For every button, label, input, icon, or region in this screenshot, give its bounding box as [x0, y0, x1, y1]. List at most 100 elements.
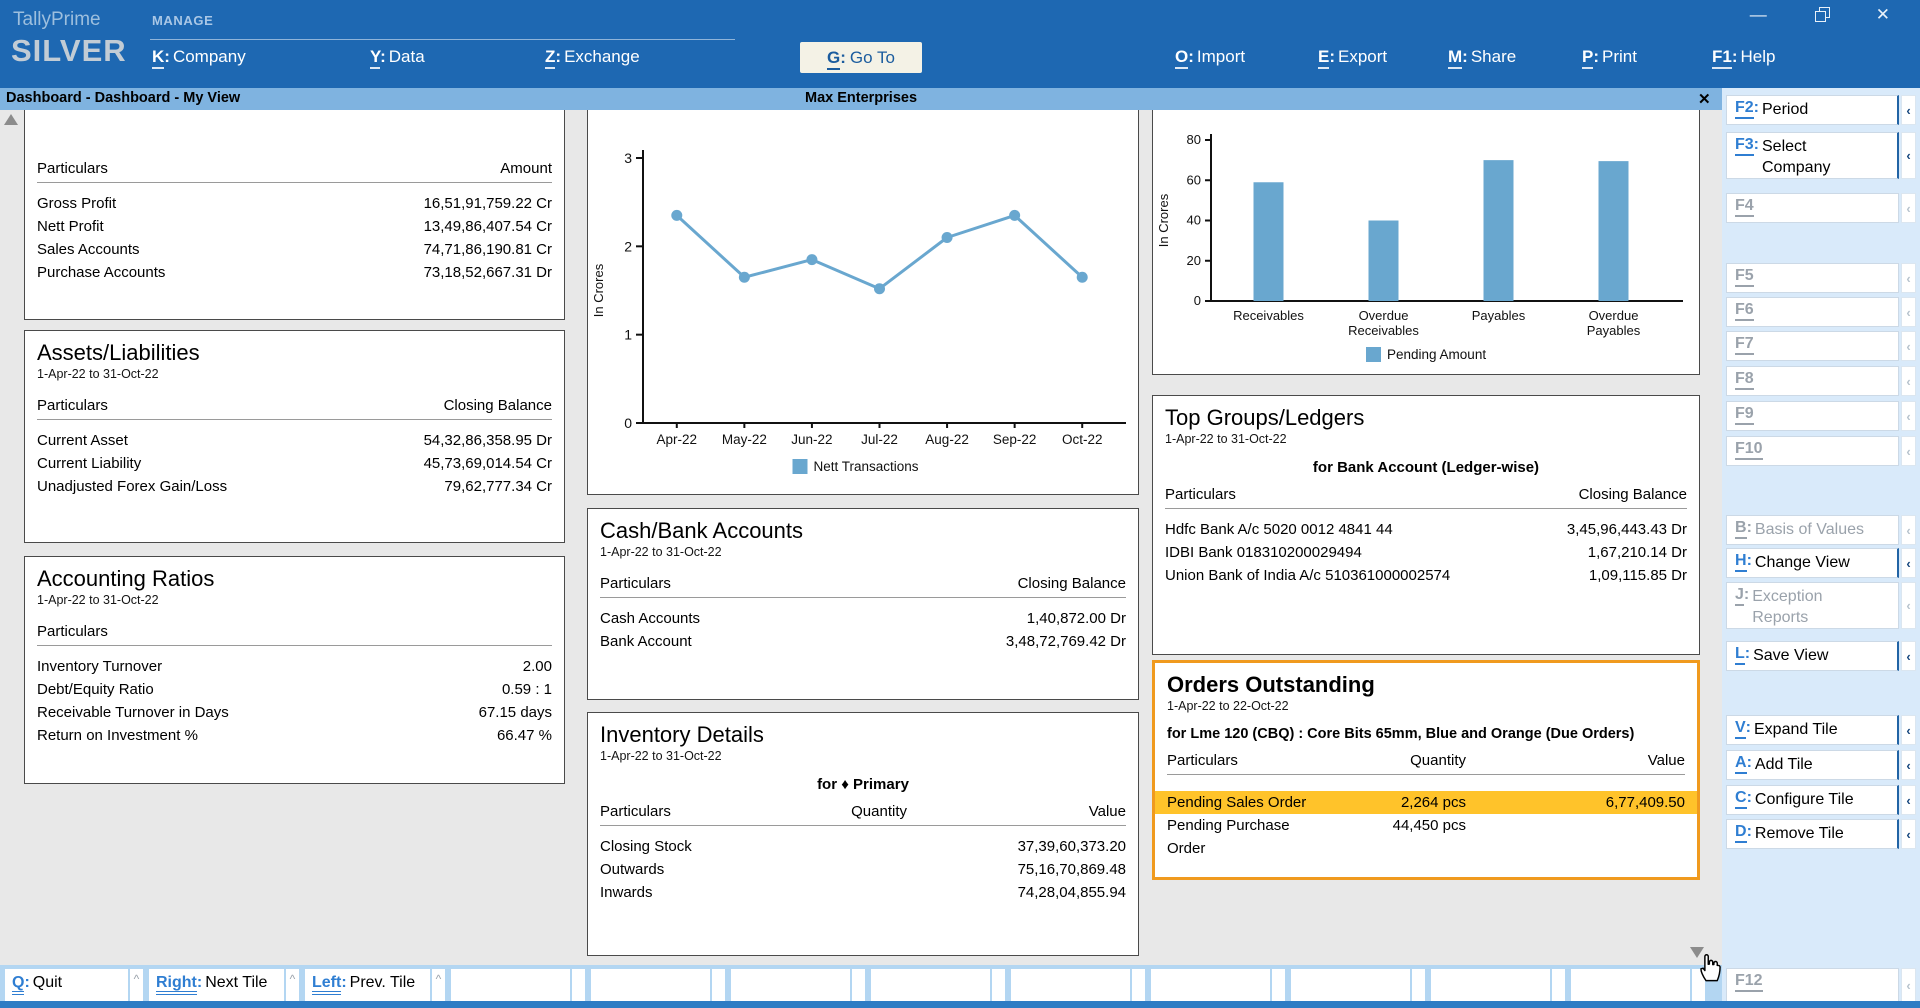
sidebar-item-exception-reports[interactable]: J: Exception Reports ‹	[1726, 582, 1916, 629]
sidebar-item-f10[interactable]: F10 ‹	[1726, 436, 1916, 466]
column-header: Particulars	[1167, 752, 1238, 769]
menu-item-exchange[interactable]: Z: Exchange	[545, 47, 640, 69]
menu-key: P:	[1582, 47, 1599, 69]
bottom-item-next-tile[interactable]: Right: Next Tile ^	[149, 969, 299, 1001]
sidebar-item-basis-of-values[interactable]: B: Basis of Values ‹	[1726, 515, 1916, 545]
close-button[interactable]: ✕	[1875, 5, 1890, 24]
sidebar-item-expand-tile[interactable]: V: Expand Tile ‹	[1726, 715, 1916, 745]
sidebar-item-f8[interactable]: F8 ‹	[1726, 366, 1916, 396]
tile-period: 1-Apr-22 to 31-Oct-22	[600, 545, 722, 559]
row-label: Current Asset	[37, 432, 128, 449]
row-label: Receivable Turnover in Days	[37, 704, 229, 721]
bottom-key: Right	[156, 974, 197, 995]
tile-cash-bank-accounts[interactable]: Cash/Bank Accounts 1-Apr-22 to 31-Oct-22 P…	[587, 508, 1139, 700]
sidebar-item-f5[interactable]: F5 ‹	[1726, 263, 1916, 293]
row-label: Gross Profit	[37, 195, 117, 212]
sidebar-item-f6[interactable]: F6 ‹	[1726, 297, 1916, 327]
row-value: 54,32,86,358.95 Dr	[423, 432, 552, 449]
row-value: 79,62,777.34 Cr	[444, 478, 552, 495]
row-value	[1500, 814, 1685, 860]
tile-column-headers: Particulars	[37, 623, 552, 646]
row-value: 13,49,86,407.54 Cr	[423, 218, 552, 235]
menu-item-help[interactable]: F1: Help	[1712, 47, 1775, 69]
caret-strip	[990, 969, 1005, 1001]
window-controls: — ✕	[1750, 5, 1890, 25]
table-row: Pending Sales Order 2,264 pcs 6,77,409.50	[1155, 791, 1697, 814]
table-row: Debt/Equity Ratio 0.59 : 1	[37, 678, 552, 701]
chevron-left-icon: ‹	[1901, 785, 1916, 815]
row-value: 3,48,72,769.42 Dr	[1005, 633, 1126, 650]
company-name: Max Enterprises	[804, 90, 918, 106]
goto-label: Go To	[849, 47, 895, 67]
sidebar-item-change-view[interactable]: H: Change View ‹	[1726, 548, 1916, 578]
tile-top-groups-ledgers[interactable]: Top Groups/Ledgers 1-Apr-22 to 31-Oct-22 f…	[1152, 395, 1700, 655]
tile-assets-liabilities[interactable]: Assets/Liabilities 1-Apr-22 to 31-Oct-22 P…	[24, 330, 565, 543]
svg-text:Pending Amount: Pending Amount	[1387, 347, 1486, 362]
caret-strip	[1270, 969, 1285, 1001]
row-label: Cash Accounts	[600, 610, 701, 627]
row-label: Hdfc Bank A/c 5020 0012 4841 44	[1165, 521, 1393, 538]
tile-pending-amount-chart[interactable]: 0 20 40 60 80 In Crores Receivables Overdue Rece…	[1152, 110, 1700, 375]
menu-item-data[interactable]: Y: Data	[370, 47, 425, 69]
menu-item-print[interactable]: P: Print	[1582, 47, 1637, 69]
sidebar-button: F4	[1726, 193, 1899, 223]
menu-item-import[interactable]: O: Import	[1175, 47, 1245, 69]
minimize-button[interactable]: —	[1749, 5, 1767, 24]
tile-orders-outstanding[interactable]: Orders Outstanding 1-Apr-22 to 22-Oct-22 f…	[1152, 660, 1700, 880]
row-value: 75,16,70,869.48	[1017, 861, 1126, 878]
sidebar-key: F7	[1735, 335, 1754, 355]
tile-profit-summary[interactable]: Particulars Amount Gross Profit 16,51,91,75…	[24, 110, 565, 320]
svg-text:0: 0	[624, 415, 632, 431]
tile-inventory-details[interactable]: Inventory Details 1-Apr-22 to 31-Oct-22 fo…	[587, 712, 1139, 956]
sidebar-item-f12[interactable]: F12 ‹	[1726, 968, 1916, 1002]
bottom-item-prev-tile[interactable]: Left: Prev. Tile ^	[305, 969, 445, 1001]
bottom-item-empty	[1011, 969, 1145, 1001]
row-value	[751, 881, 941, 904]
bottom-item-empty	[451, 969, 585, 1001]
tile-for-line: for Bank Account (Ledger-wise)	[1312, 459, 1540, 476]
row-value: 1,40,872.00 Dr	[1026, 610, 1126, 627]
menu-item-company[interactable]: K: Company	[152, 47, 246, 69]
row-value: 37,39,60,373.20	[1017, 838, 1126, 855]
sidebar-item-save-view[interactable]: L: Save View ‹	[1726, 641, 1916, 671]
tile-title: Orders Outstanding	[1167, 672, 1375, 697]
top-menu-bar: TallyPrime SILVER MANAGE K: Company Y: Data…	[0, 0, 1920, 88]
sidebar-item-configure-tile[interactable]: C: Configure Tile ‹	[1726, 785, 1916, 815]
sidebar-key: C	[1735, 789, 1747, 809]
column-header: Quantity	[851, 803, 907, 820]
table-row: Cash Accounts 1,40,872.00 Dr	[600, 607, 1126, 630]
table-row: Closing Stock 37,39,60,373.20	[600, 835, 1126, 858]
sidebar-item-f4[interactable]: F4 ‹	[1726, 193, 1916, 223]
scroll-up-arrow[interactable]	[4, 114, 18, 125]
tile-accounting-ratios[interactable]: Accounting Ratios 1-Apr-22 to 31-Oct-22 Pa…	[24, 556, 565, 784]
row-value: 74,28,04,855.94	[1017, 884, 1126, 901]
sidebar-item-remove-tile[interactable]: D: Remove Tile ‹	[1726, 819, 1916, 849]
report-close-button[interactable]: ✕	[1698, 91, 1711, 108]
svg-text:Jul-22: Jul-22	[861, 432, 898, 447]
restore-button[interactable]	[1814, 5, 1830, 25]
tile-for-line: for Lme 120 (CBQ) : Core Bits 65mm, Blue…	[1167, 726, 1635, 742]
scroll-down-arrow[interactable]	[1690, 947, 1704, 958]
svg-text:60: 60	[1187, 172, 1201, 187]
tile-rows: Pending Sales Order 2,264 pcs 6,77,409.50 P…	[1155, 791, 1697, 860]
caret-strip	[850, 969, 865, 1001]
bottom-item-quit[interactable]: Q: Quit ^	[5, 969, 143, 1001]
sidebar-item-add-tile[interactable]: A: Add Tile ‹	[1726, 750, 1916, 780]
sidebar-item-period[interactable]: F2: Period ‹	[1726, 95, 1916, 125]
tile-for-line: for ♦ Primary	[817, 776, 909, 793]
table-row: Inwards 74,28,04,855.94	[600, 881, 1126, 904]
chevron-left-icon: ‹	[1901, 401, 1916, 431]
tile-title: Accounting Ratios	[37, 566, 215, 591]
menu-item-share[interactable]: M: Share	[1448, 47, 1516, 69]
chevron-left-icon: ‹	[1901, 750, 1916, 780]
row-value: 16,51,91,759.22 Cr	[423, 195, 552, 212]
tile-nett-transactions-chart[interactable]: 0 1 2 3 In Crores Apr-22 May-22 Jun-22 Jul-22 Aug…	[587, 110, 1139, 495]
menu-item-export[interactable]: E: Export	[1318, 47, 1387, 69]
menu-item-go-to[interactable]: G: Go To	[800, 42, 922, 73]
sidebar-item-select-company[interactable]: F3: Select Company ‹	[1726, 132, 1916, 179]
tile-rows: Inventory Turnover 2.00 Debt/Equity Ratio 0…	[37, 655, 552, 747]
sidebar-item-f9[interactable]: F9 ‹	[1726, 401, 1916, 431]
bottom-item-empty	[731, 969, 865, 1001]
nett-transactions-line-chart: 0 1 2 3 In Crores Apr-22 May-22 Jun-22 Jul-22 Aug…	[591, 150, 1126, 474]
sidebar-item-f7[interactable]: F7 ‹	[1726, 331, 1916, 361]
